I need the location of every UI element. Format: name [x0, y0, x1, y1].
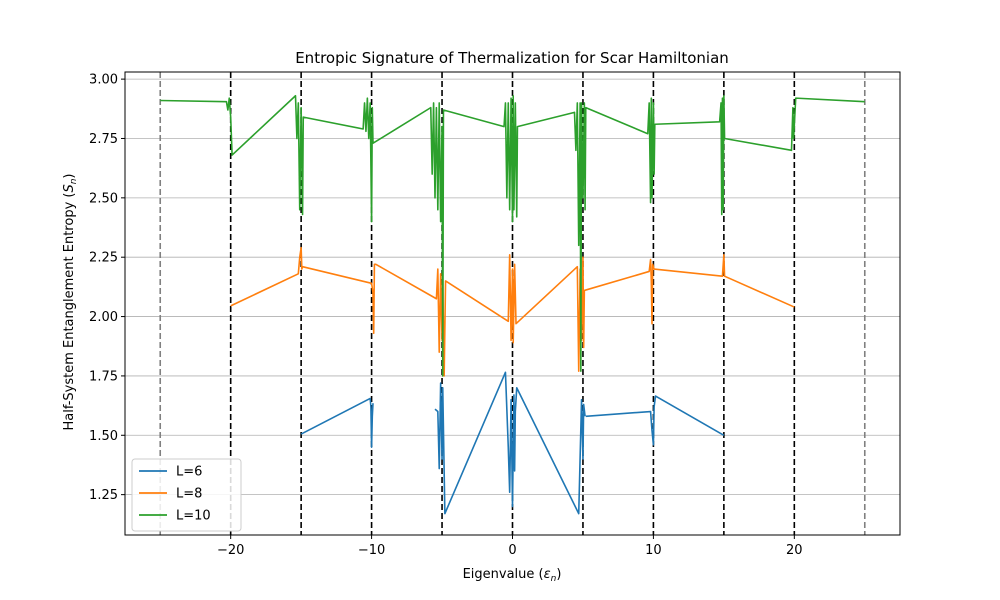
- series-line-segment: [434, 371, 586, 515]
- series-3: [160, 94, 865, 377]
- series-1: [300, 371, 725, 515]
- legend-label: L=10: [176, 509, 211, 524]
- y-tick-label: 2.75: [89, 132, 118, 147]
- series-2: [230, 246, 795, 377]
- legend-entries: L=6 L=8 L=10: [139, 465, 211, 524]
- legend-box: [131, 458, 242, 532]
- x-axis-label-symbol: ε: [544, 567, 551, 582]
- y-tick-label: 2.00: [89, 310, 118, 325]
- y-tick-label: 3.00: [89, 73, 118, 88]
- y-tick-label: 1.50: [89, 429, 118, 444]
- y-axis-label-symbol: S: [62, 184, 77, 192]
- x-axis-label: Eigenvalue (εn): [463, 567, 562, 584]
- legend-label: L=6: [176, 465, 202, 480]
- y-tick-label: 1.25: [89, 488, 118, 503]
- series-line-segment: [585, 395, 725, 446]
- x-tick-label: 10: [645, 543, 662, 558]
- legend: L=6 L=8 L=10: [131, 458, 242, 532]
- chart-title: Entropic Signature of Thermalization for…: [295, 49, 729, 67]
- x-tick-label: 20: [786, 543, 803, 558]
- x-tick-label: −20: [217, 543, 244, 558]
- y-axis-label-main: Half-System Entanglement Entropy (: [62, 193, 77, 431]
- y-axis-label-close: ): [62, 173, 77, 178]
- y-tick-label: 2.25: [89, 251, 118, 266]
- y-tick-label: 1.75: [89, 369, 118, 384]
- series-line-segment: [300, 397, 374, 448]
- x-tick-label: −10: [358, 543, 385, 558]
- x-axis-label-close: ): [556, 567, 561, 582]
- series-line-segment: [230, 246, 795, 377]
- y-axis-label-sub: n: [69, 178, 79, 184]
- x-axis-label-sub: n: [551, 574, 557, 584]
- legend-label: L=8: [176, 487, 202, 502]
- tick-layer: 1.25 1.50 1.75 2.00 2.25 2.50 2.75 3.00 −20 −10 0 1…: [89, 73, 803, 558]
- y-tick-label: 2.50: [89, 191, 118, 206]
- y-axis-label: Half-System Entanglement Entropy (Sn): [62, 173, 79, 430]
- series-layer: [160, 94, 865, 515]
- x-axis-label-main: Eigenvalue (: [463, 567, 544, 582]
- series-line-segment: [160, 94, 865, 377]
- x-tick-label: 0: [508, 543, 516, 558]
